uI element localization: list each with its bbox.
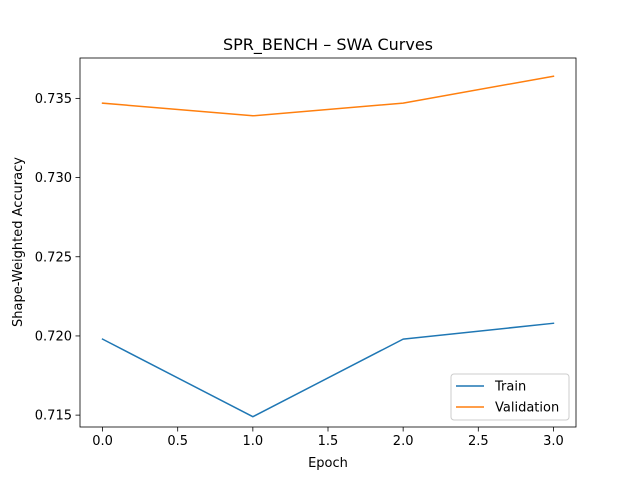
x-tick-label: 0.5	[167, 434, 188, 449]
legend-label-validation: Validation	[495, 401, 559, 416]
x-tick-label: 3.0	[543, 434, 564, 449]
x-tick-label: 2.5	[468, 434, 489, 449]
legend: Train Validation	[450, 373, 570, 421]
y-axis-label: Shape-Weighted Accuracy	[11, 157, 26, 327]
series-line-validation	[101, 75, 555, 117]
plot-area: 0.0 0.5 1.0 1.5 2.0 2.5 3.0 0.715 0.720 0.725 0.73…	[35, 57, 577, 449]
legend-label-train: Train	[494, 380, 526, 395]
chart-title: SPR_BENCH – SWA Curves	[223, 35, 433, 55]
series-line-train	[101, 322, 555, 418]
x-tick-label: 1.0	[243, 434, 264, 449]
y-tick-label: 0.720	[35, 329, 72, 344]
x-tick-label: 1.5	[318, 434, 339, 449]
x-tick-label: 0.0	[92, 434, 113, 449]
y-tick-label: 0.715	[35, 409, 72, 424]
y-tick-label: 0.735	[35, 92, 72, 107]
x-axis-label: Epoch	[308, 456, 348, 471]
y-tick-label: 0.725	[35, 250, 72, 265]
x-tick-label: 2.0	[393, 434, 414, 449]
y-tick-label: 0.730	[35, 171, 72, 186]
